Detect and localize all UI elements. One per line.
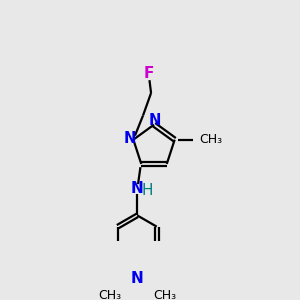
- Text: N: N: [131, 271, 144, 286]
- Text: H: H: [142, 183, 153, 198]
- Text: F: F: [143, 66, 154, 81]
- Text: N: N: [131, 181, 144, 196]
- Text: CH₃: CH₃: [200, 133, 223, 146]
- Text: N: N: [124, 131, 136, 146]
- Text: CH₃: CH₃: [153, 289, 176, 300]
- Text: CH₃: CH₃: [98, 289, 122, 300]
- Text: N: N: [148, 113, 161, 128]
